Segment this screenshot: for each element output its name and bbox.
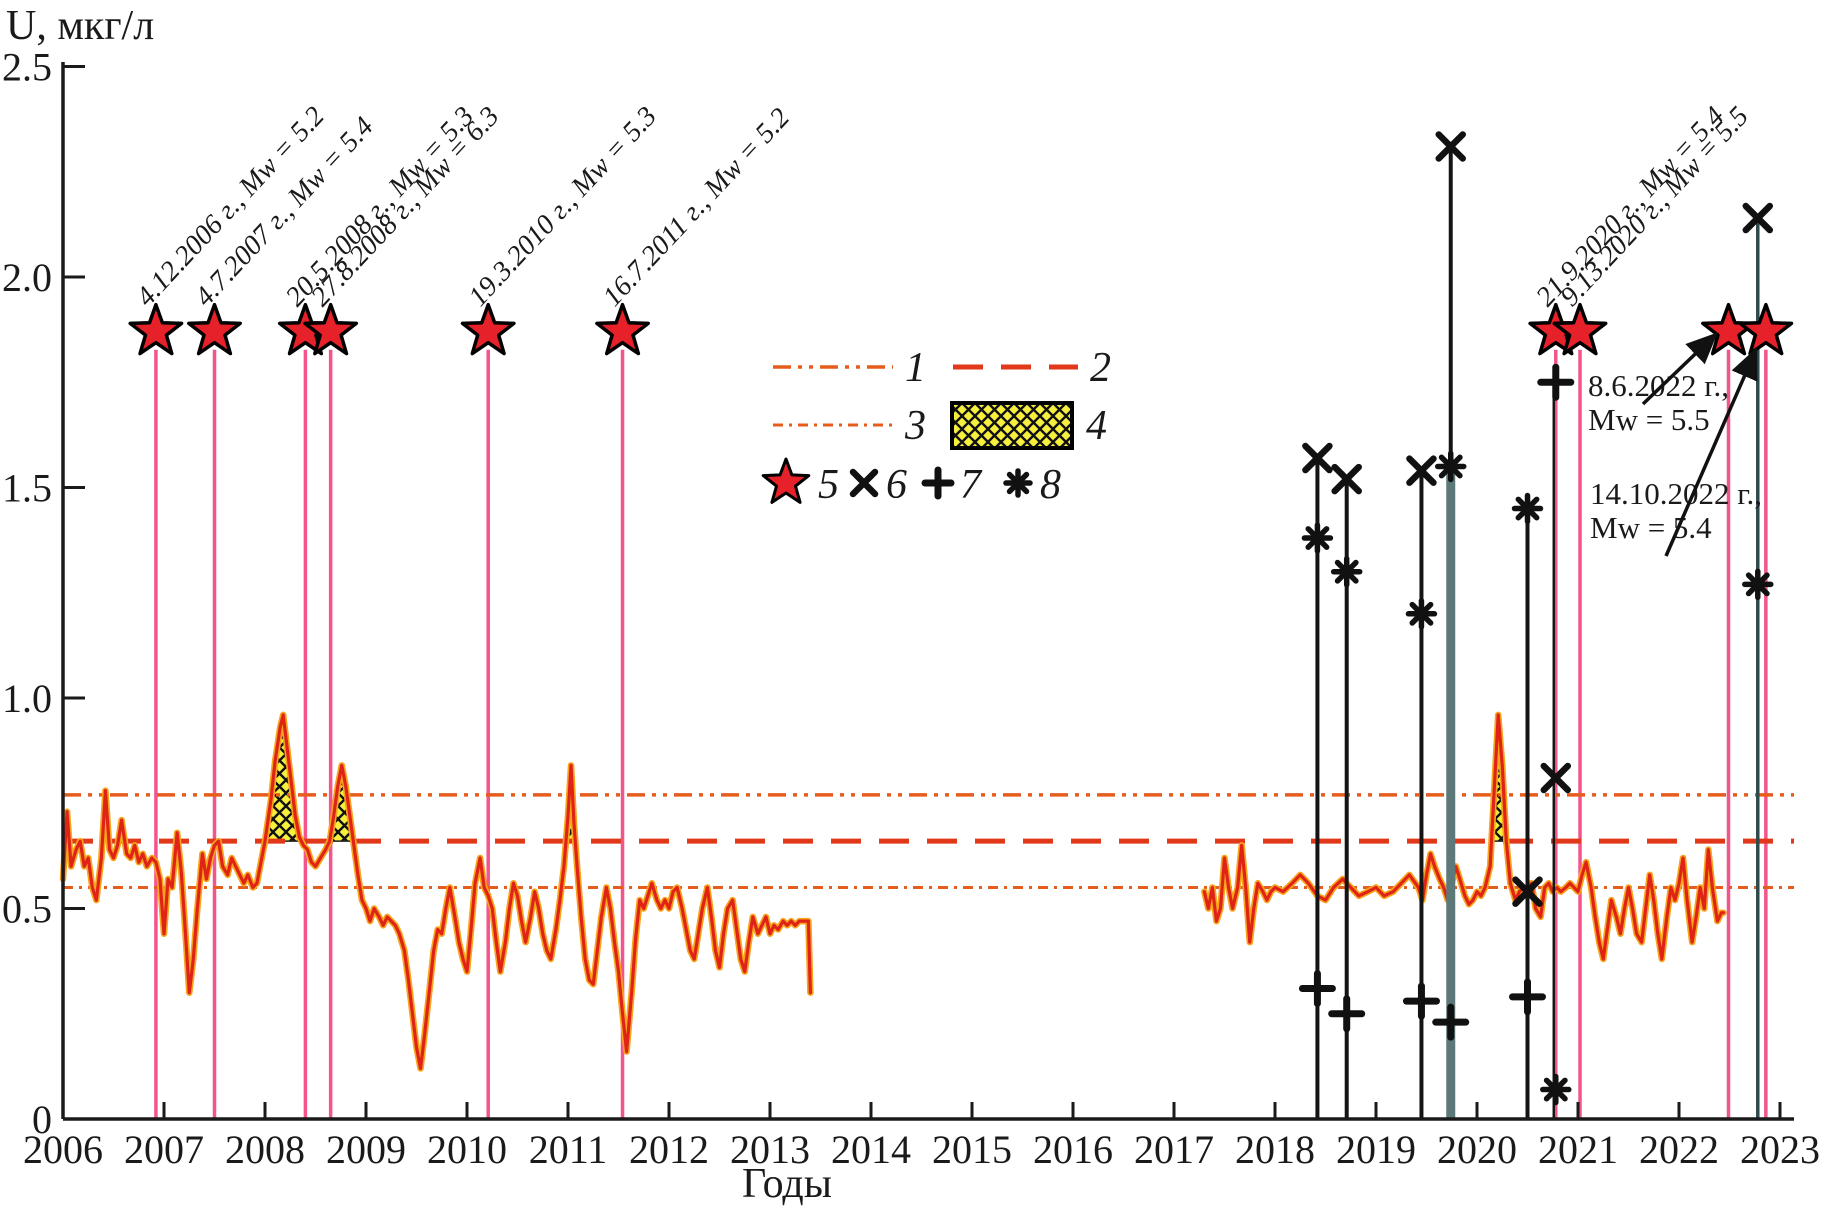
x-tick-label: 2023 (1740, 1127, 1820, 1172)
x-stroke (1302, 442, 1333, 474)
legend-sample-hatch-box (950, 401, 1074, 450)
asterisk-marker (1301, 522, 1334, 554)
x-tick-label: 2007 (124, 1127, 204, 1172)
legend-label-8: 8 (1040, 462, 1061, 508)
x-marker (1742, 202, 1774, 234)
x-tick-label: 2006 (23, 1127, 103, 1172)
asterisk-stroke (1334, 559, 1359, 584)
x-stroke (1540, 762, 1572, 794)
earthquake-star (460, 302, 516, 356)
earthquake-star (128, 302, 184, 356)
x-tick-label: 2019 (1336, 1127, 1416, 1172)
x-tick-label: 2020 (1437, 1127, 1517, 1172)
annotation-text: 14.10.2022 г., (1590, 476, 1762, 511)
annotation-text: 8.6.2022 г., (1588, 368, 1729, 403)
plus-marker (1509, 978, 1546, 1016)
asterisk-marker (1330, 555, 1363, 588)
legend-label-1: 1 (905, 345, 926, 391)
legend-label-7: 7 (960, 462, 983, 508)
annotation-text: Mw = 5.4 (1590, 510, 1712, 545)
uranium-series-line (1202, 713, 1726, 961)
x-marker (1540, 762, 1572, 794)
x-marker (1512, 876, 1543, 907)
asterisk-stroke (1006, 471, 1030, 495)
legend-label-6: 6 (886, 462, 907, 508)
x-tick-label: 2021 (1538, 1127, 1618, 1172)
x-marker (1435, 131, 1466, 162)
asterisk-stroke (1409, 601, 1434, 626)
asterisk-marker (1742, 568, 1774, 601)
annotation-arrow (1664, 347, 1758, 557)
x-tick-label: 2022 (1639, 1127, 1719, 1172)
asterisk-stroke (1305, 526, 1330, 550)
asterisk-marker (1511, 492, 1544, 525)
legend-label-3: 3 (904, 403, 926, 449)
x-marker (1406, 455, 1437, 486)
earthquake-label: 21.9.2020 г., Mw = 5.4 (1530, 101, 1730, 313)
x-stroke (1435, 131, 1466, 162)
earthquake-label: 9.13.2020 г., Mw = 5.5 (1554, 101, 1754, 313)
y-tick-label: 2.0 (2, 255, 52, 300)
x-axis-title: Годы (742, 1161, 832, 1207)
plus-marker (1537, 363, 1575, 401)
asterisk-marker (1003, 468, 1033, 498)
asterisk-stroke (1438, 454, 1463, 479)
earthquake-star (1552, 302, 1608, 356)
x-stroke (1512, 876, 1543, 907)
x-tick-label: 2011 (529, 1127, 608, 1172)
x-stroke (1742, 202, 1774, 234)
annotation-text: Mw = 5.5 (1588, 402, 1710, 437)
x-tick-label: 2010 (427, 1127, 507, 1172)
uranium-series-line (61, 713, 813, 1071)
x-tick-label: 2013 (730, 1127, 810, 1172)
legend-label-5: 5 (818, 462, 839, 508)
x-tick-label: 2017 (1134, 1127, 1214, 1172)
earthquake-star (303, 302, 359, 356)
asterisk-stroke (1515, 496, 1540, 521)
x-tick-label: 2015 (932, 1127, 1012, 1172)
x-tick-label: 2012 (629, 1127, 709, 1172)
y-tick-label: 0 (32, 1097, 52, 1142)
asterisk-stroke (1745, 572, 1770, 597)
x-marker (1302, 442, 1333, 474)
x-tick-label: 2016 (1033, 1127, 1113, 1172)
earthquake-star (595, 302, 650, 356)
y-tick-label: 1.0 (2, 676, 52, 721)
plus-marker (921, 466, 955, 500)
legend (761, 364, 1078, 504)
y-tick-label: 2.5 (2, 45, 52, 90)
plus-marker (1328, 995, 1366, 1033)
earthquake-star (187, 302, 242, 356)
asterisk-marker (1434, 450, 1467, 483)
plus-marker (1432, 1003, 1470, 1041)
asterisk-marker (1540, 1073, 1572, 1106)
x-tick-label: 2014 (831, 1127, 911, 1172)
series-halo (59, 711, 814, 1072)
y-axis-title: U, мкг/л (6, 3, 155, 49)
legend-label-2: 2 (1090, 345, 1111, 391)
asterisk-stroke (1543, 1077, 1568, 1102)
x-marker (1331, 463, 1362, 495)
x-tick-label: 2018 (1235, 1127, 1315, 1172)
legend-sample-star (761, 457, 811, 504)
legend-label-4: 4 (1086, 403, 1107, 449)
plus-marker (1402, 982, 1440, 1020)
x-stroke (1331, 463, 1362, 495)
x-stroke (1406, 455, 1437, 486)
plus-marker (1298, 969, 1336, 1007)
annotation-arrow (1641, 332, 1718, 406)
asterisk-marker (1405, 598, 1438, 630)
x-marker (849, 468, 879, 498)
x-tick-label: 2009 (326, 1127, 406, 1172)
y-tick-label: 0.5 (2, 887, 52, 932)
x-stroke (849, 468, 879, 498)
x-tick-label: 2008 (225, 1127, 305, 1172)
y-tick-label: 1.5 (2, 466, 52, 511)
earthquake-star (1738, 302, 1794, 356)
